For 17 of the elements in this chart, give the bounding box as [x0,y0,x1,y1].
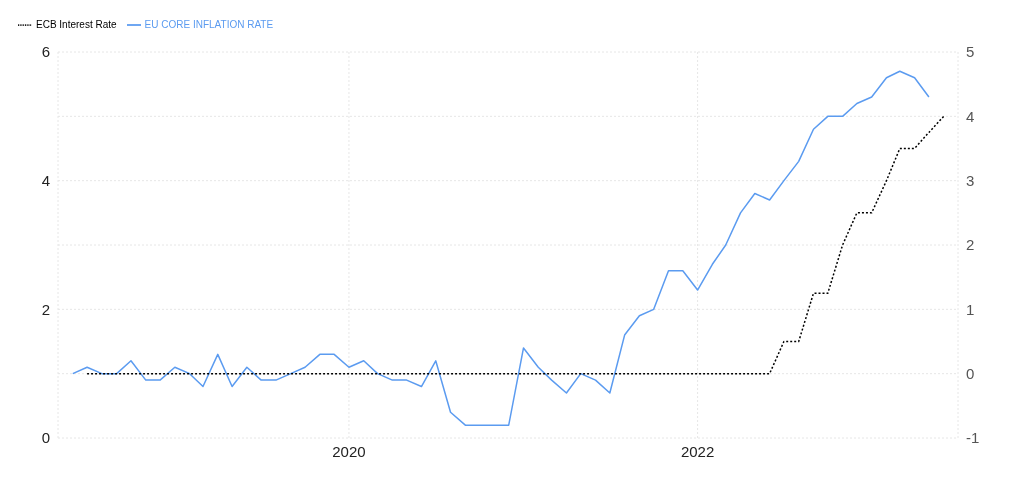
line-series [86,115,945,375]
y2-tick-label: 2 [966,236,975,254]
y2-tick-label: -1 [966,429,980,447]
legend-label: EU CORE INFLATION RATE [144,18,274,30]
y2-tick-label: 1 [966,300,975,318]
line-series [72,70,930,426]
y-tick-label: 4 [41,171,50,189]
legend-label: ECB Interest Rate [36,18,117,30]
y2-tick-label: 4 [966,107,975,125]
x-tick-label: 2020 [332,442,366,460]
y2-tick-label: 0 [966,364,975,382]
y-tick-label: 6 [41,43,50,61]
y2-tick-label: 5 [966,43,975,61]
y2-tick-label: 3 [966,171,975,189]
y-tick-label: 2 [41,300,50,318]
y-tick-label: 0 [41,429,50,447]
x-tick-label: 2022 [680,442,715,460]
